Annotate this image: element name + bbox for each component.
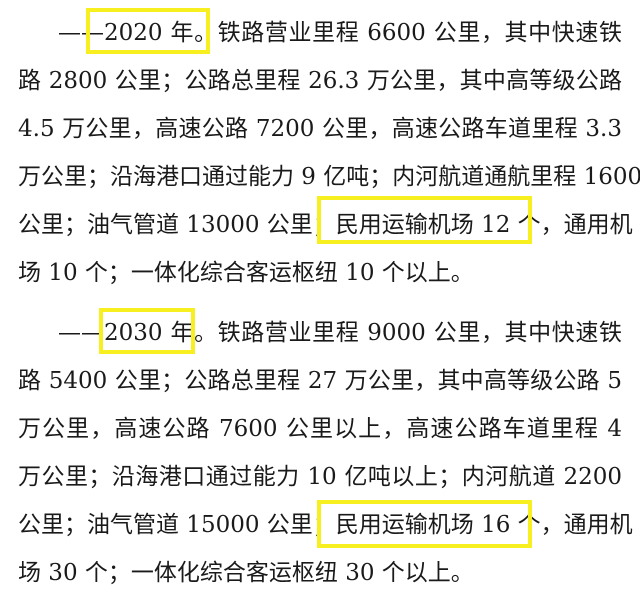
text-line: 万公里；沿海港口通过能力 9 亿吨；内河航道通航里程 1600 [18,164,640,190]
text-line: 公里；油气管道 13000 公里；民用运输机场 12 个，通用机 [18,212,633,238]
text-line: 公里；油气管道 15000 公里；民用运输机场 16 个，通用机 [18,512,633,538]
text-line: 路 2800 公里；公路总里程 26.3 万公里，其中高等级公路 [18,68,622,94]
text-line: 万公里，高速公路 7600 公里以上，高速公路车道里程 4 [18,416,622,442]
text-line: 路 5400 公里；公路总里程 27 万公里，其中高等级公路 5 [18,368,622,394]
text-line: ——2030 年。铁路营业里程 9000 公里，其中快速铁 [58,320,622,346]
text-line: 万公里；沿海港口通过能力 10 亿吨以上；内河航道 2200 [18,464,622,490]
text-line: 4.5 万公里，高速公路 7200 公里，高速公路车道里程 3.3 [18,116,622,142]
text-line: 场 10 个；一体化综合客运枢纽 10 个以上。 [18,260,474,286]
text-line: ——2020 年。铁路营业里程 6600 公里，其中快速铁 [58,20,622,46]
text-line: 场 30 个；一体化综合客运枢纽 30 个以上。 [18,560,474,586]
